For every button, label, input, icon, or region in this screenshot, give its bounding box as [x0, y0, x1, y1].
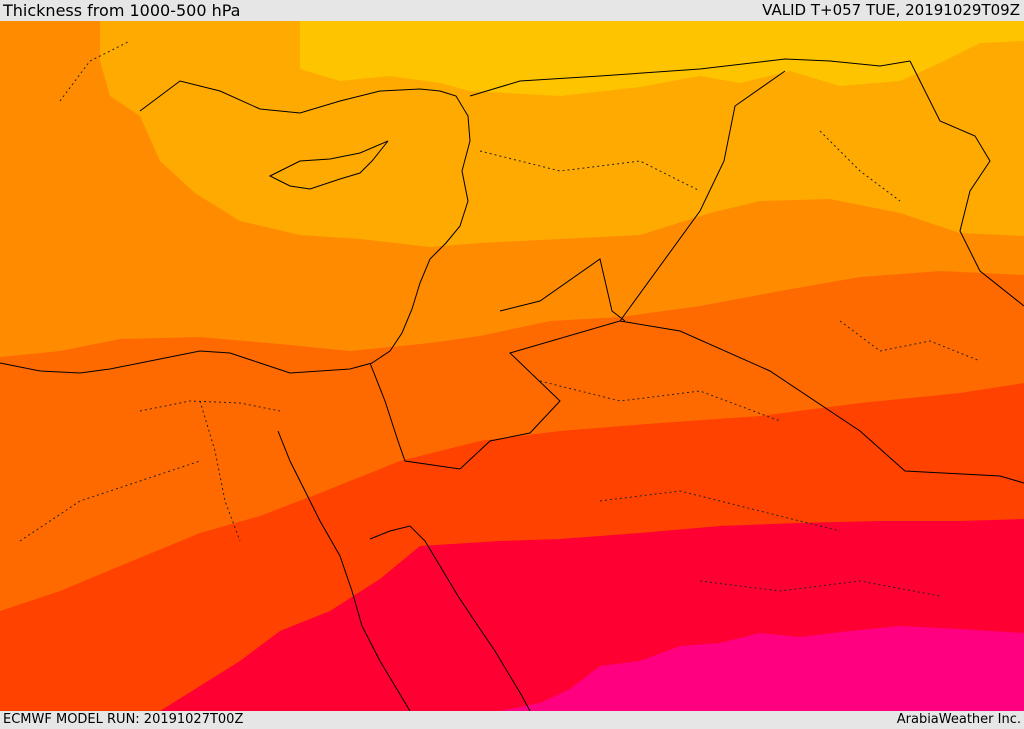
thickness-band-1	[300, 21, 1024, 96]
border-jordan	[369, 70, 786, 470]
header-bar: Thickness from 1000-500 hPa VALID T+057 …	[0, 0, 1024, 21]
weather-map	[0, 21, 1024, 711]
coastline-red-sea-east	[369, 525, 531, 711]
thickness-band-7	[500, 626, 1024, 711]
coastline-north-africa	[0, 90, 471, 374]
cyprus-outline	[268, 140, 389, 190]
map-canvas	[0, 21, 1024, 711]
border-saudi-iraq	[619, 320, 1024, 484]
credit-text: ArabiaWeather Inc.	[896, 712, 1021, 727]
border-iran	[909, 60, 1024, 307]
map-title: Thickness from 1000-500 hPa	[3, 1, 241, 20]
border-turkey-syria	[469, 58, 911, 97]
coastline-turkey	[139, 80, 441, 114]
valid-time: VALID T+057 TUE, 20191029T09Z	[762, 1, 1020, 19]
borders-layer	[0, 58, 1024, 711]
coastline-red-sea-west	[277, 430, 411, 711]
border-syria-iraq	[499, 258, 626, 322]
internal-borders-layer	[19, 40, 981, 597]
model-run: ECMWF MODEL RUN: 20191027T00Z	[3, 712, 244, 727]
footer-bar: ECMWF MODEL RUN: 20191027T00Z ArabiaWeat…	[0, 711, 1024, 729]
